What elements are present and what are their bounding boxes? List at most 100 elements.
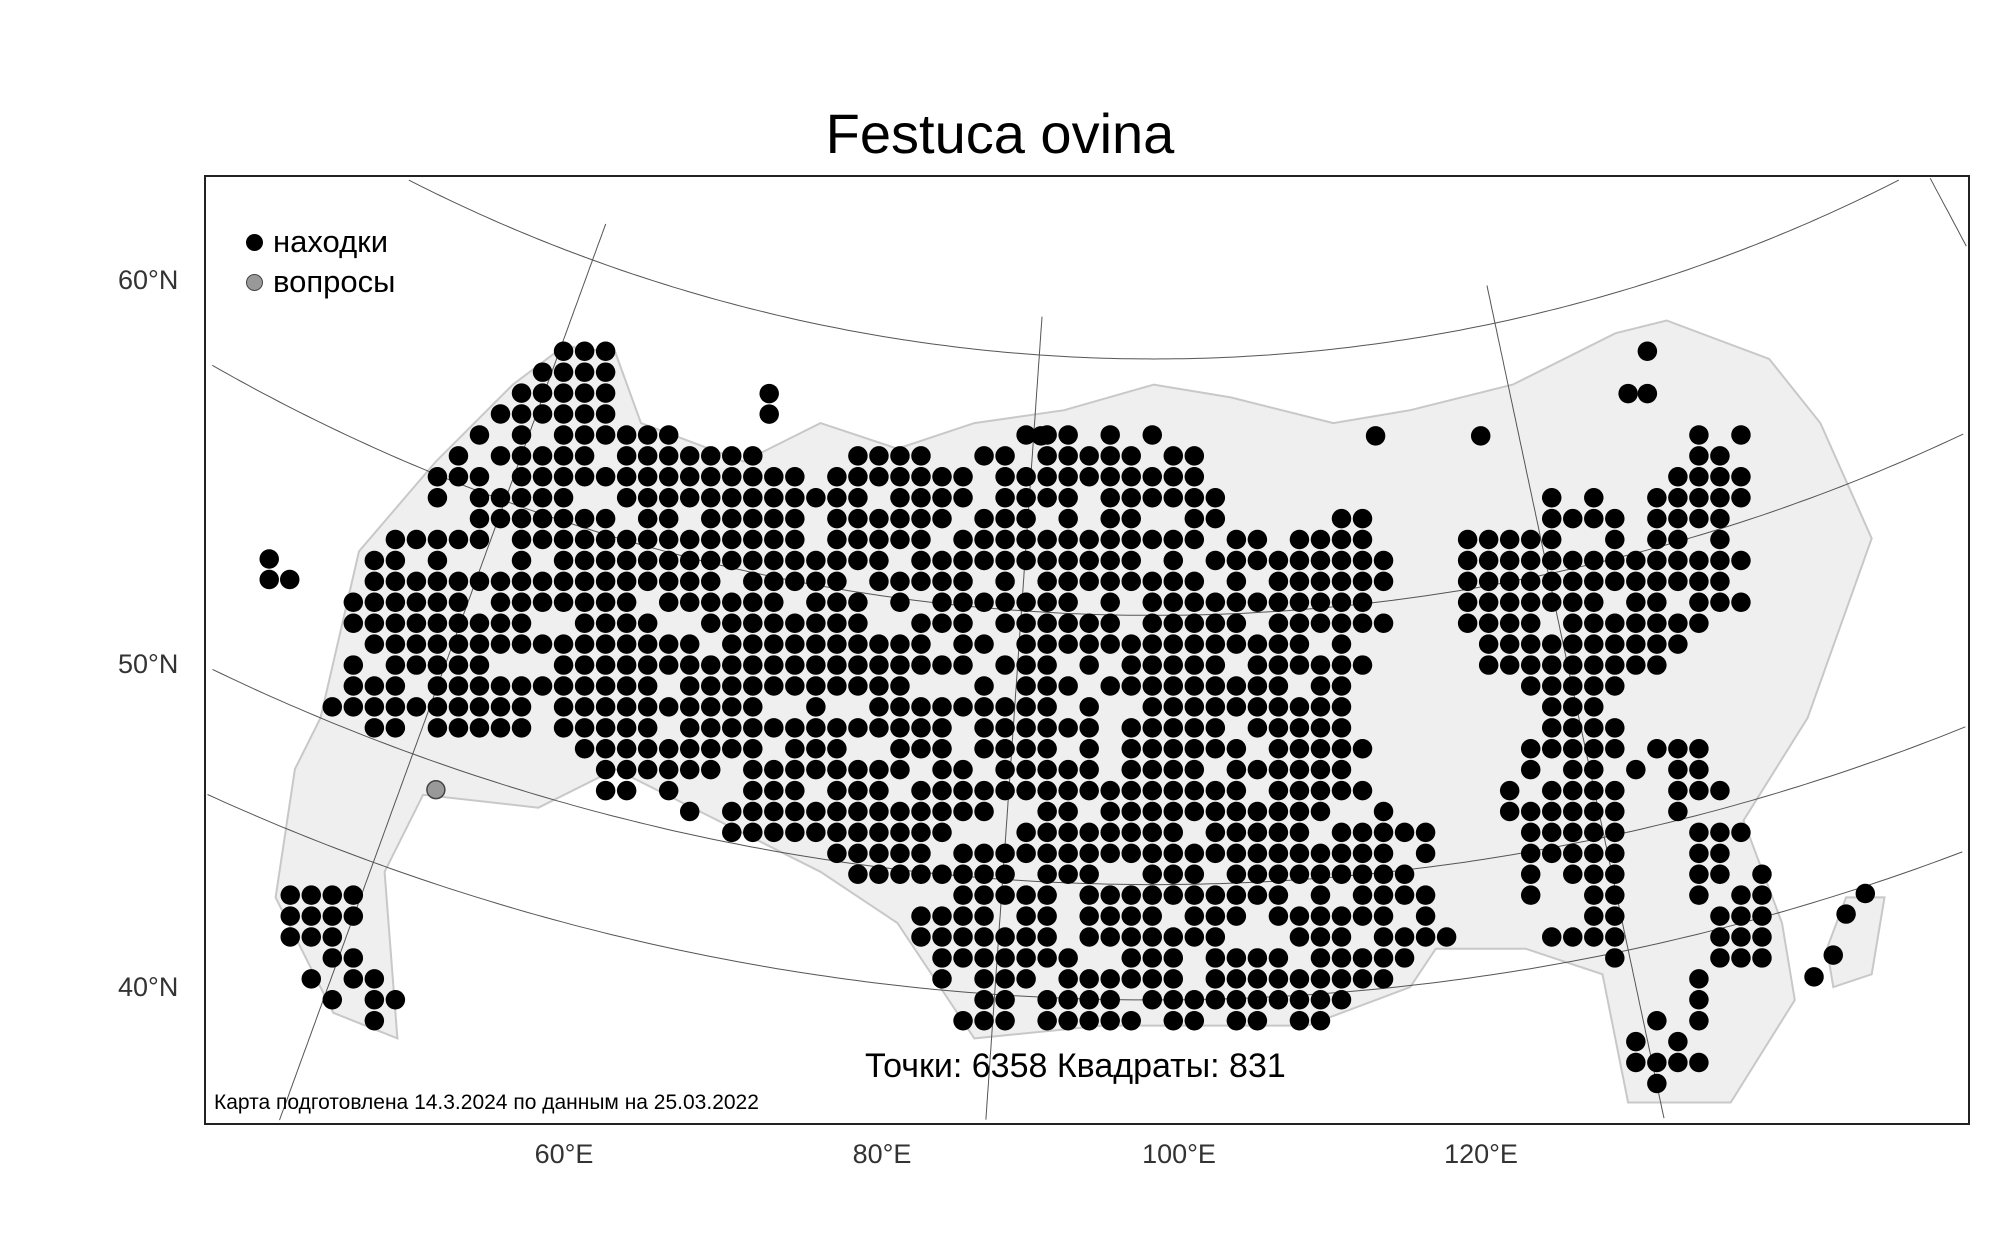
found-dot: [1373, 822, 1394, 843]
found-dot: [1563, 718, 1583, 738]
found-dot: [911, 655, 931, 675]
found-dot: [427, 487, 448, 508]
found-dot: [469, 508, 490, 529]
found-dot: [806, 613, 826, 633]
found-dot: [1205, 550, 1226, 571]
found-dot: [1184, 676, 1205, 696]
found-dot: [574, 425, 595, 445]
found-dot: [764, 487, 784, 508]
found-dot: [679, 676, 700, 696]
found-dot: [932, 822, 952, 843]
found-dot: [722, 634, 742, 654]
found-dot: [848, 676, 868, 696]
found-dot: [1226, 697, 1247, 717]
found-dot: [616, 529, 637, 550]
found-dot: [1058, 1010, 1078, 1031]
found-dot: [764, 718, 784, 738]
found-dot: [1142, 738, 1163, 759]
found-dot: [1142, 927, 1163, 947]
found-dot: [1415, 885, 1436, 905]
found-dot: [1268, 718, 1289, 738]
found-dot: [869, 759, 889, 780]
found-dot: [1541, 550, 1562, 571]
found-dot: [1331, 718, 1352, 738]
found-dot: [827, 613, 847, 633]
found-dot: [1079, 655, 1099, 675]
found-dot: [1499, 634, 1520, 654]
found-dot: [1541, 634, 1562, 654]
found-dot: [574, 508, 595, 529]
found-dot: [1184, 446, 1205, 466]
found-dot: [1016, 634, 1036, 654]
found-dot: [1058, 822, 1078, 843]
found-dot: [1584, 676, 1604, 696]
found-dot: [785, 467, 805, 487]
found-dot: [848, 864, 868, 885]
found-dot: [616, 718, 637, 738]
found-dot: [427, 467, 448, 487]
found-dot: [1268, 738, 1289, 759]
found-dot: [532, 383, 553, 403]
found-dot: [1268, 948, 1289, 968]
found-dot: [1331, 990, 1352, 1010]
found-dot: [1268, 864, 1289, 885]
found-dot: [1016, 613, 1036, 633]
lon-label-100: 100°E: [1142, 1139, 1216, 1169]
found-dot: [1731, 906, 1751, 926]
found-dot: [658, 697, 679, 717]
found-dot: [764, 508, 784, 529]
found-dot: [869, 550, 889, 571]
found-dot: [1668, 529, 1688, 550]
found-dot: [469, 467, 490, 487]
found-dot: [911, 927, 931, 947]
found-dot: [532, 676, 553, 696]
found-dot: [637, 613, 658, 633]
found-dot: [1373, 843, 1394, 864]
found-dot: [1058, 780, 1078, 801]
found-dot: [890, 843, 910, 864]
found-dot: [806, 634, 826, 654]
found-dot: [1520, 529, 1541, 550]
found-dot: [722, 467, 742, 487]
found-dot: [764, 467, 784, 487]
found-dot: [1689, 1010, 1709, 1031]
found-dot: [1016, 969, 1036, 989]
found-dot: [1037, 864, 1057, 885]
found-dot: [385, 655, 406, 675]
found-dot: [869, 697, 889, 717]
found-dot: [995, 697, 1015, 717]
found-dot: [406, 592, 427, 613]
found-dot: [1037, 655, 1057, 675]
found-dot: [743, 697, 763, 717]
found-dot: [1037, 487, 1057, 508]
found-dot: [1689, 864, 1709, 885]
found-dot: [553, 487, 574, 508]
found-dot: [1520, 738, 1541, 759]
found-dot: [1142, 592, 1163, 613]
found-dot: [679, 718, 700, 738]
found-dot: [743, 592, 763, 613]
found-dot: [1689, 613, 1709, 633]
found-dot: [743, 634, 763, 654]
found-dot: [1310, 759, 1331, 780]
found-dot: [1226, 571, 1247, 592]
found-dot: [1037, 738, 1057, 759]
found-dot: [1647, 487, 1667, 508]
found-dot: [722, 801, 742, 822]
found-dot: [827, 550, 847, 571]
found-dot: [1142, 634, 1163, 654]
found-dot: [848, 529, 868, 550]
found-dot: [911, 487, 931, 508]
found-dot: [364, 697, 385, 717]
found-dot: [1142, 529, 1163, 550]
found-dot: [1520, 885, 1541, 905]
found-dot: [890, 571, 910, 592]
found-dot: [785, 550, 805, 571]
found-dot: [1584, 801, 1604, 822]
found-dot: [427, 529, 448, 550]
found-dot: [743, 780, 763, 801]
found-dot: [1373, 571, 1394, 592]
found-dot: [1563, 550, 1583, 571]
found-dot: [1100, 969, 1120, 989]
found-dot: [1268, 571, 1289, 592]
